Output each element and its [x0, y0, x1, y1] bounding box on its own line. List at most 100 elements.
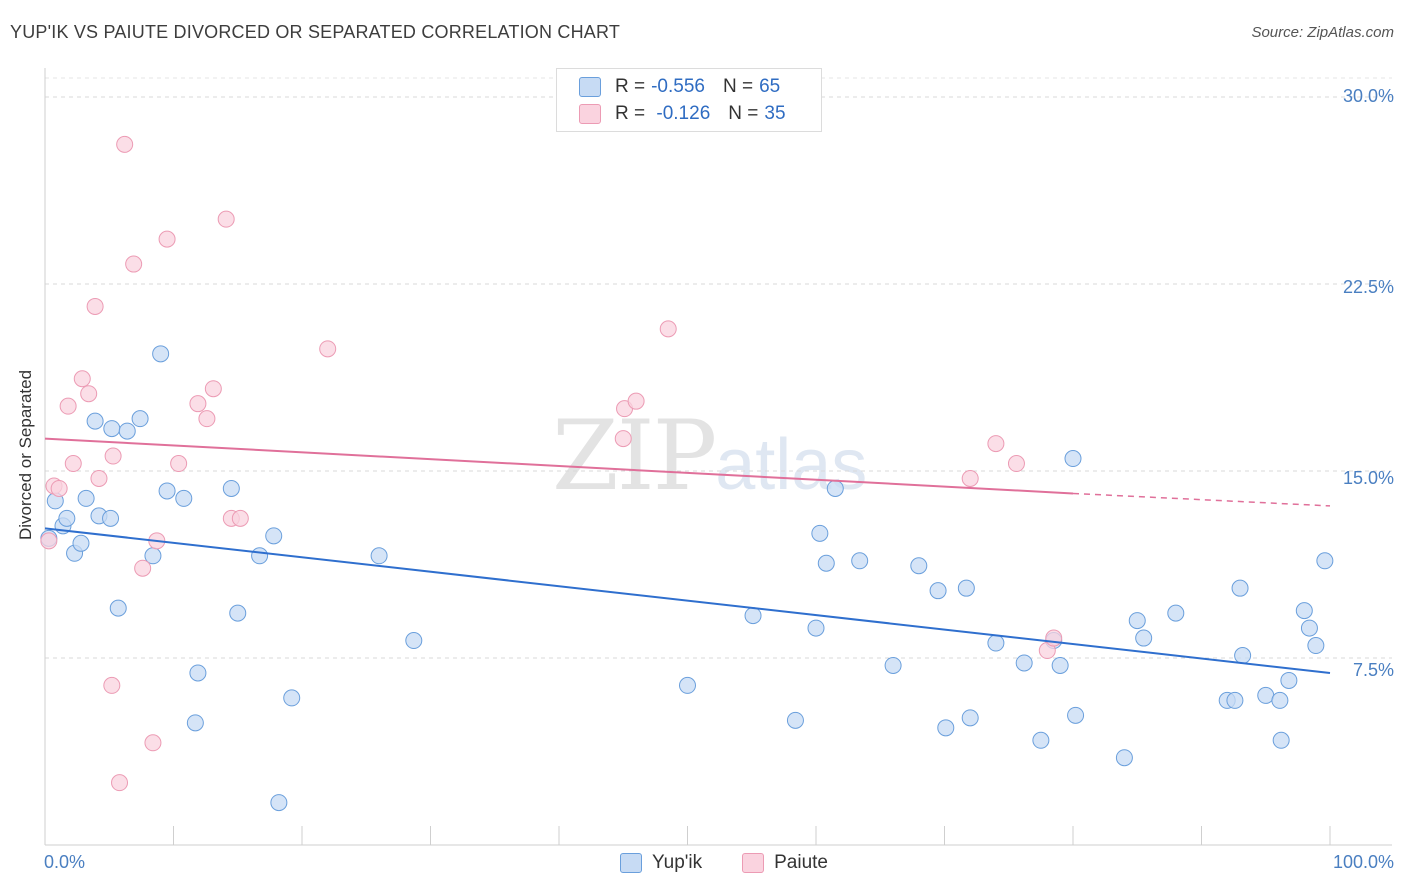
legend-r-label: R = [615, 103, 646, 124]
yupik-point [744, 607, 762, 625]
paiute-point [86, 297, 104, 315]
series-swatch-paiute [742, 853, 765, 873]
yupik-point [910, 557, 928, 575]
paiute-point [59, 397, 77, 415]
yupik-point [851, 552, 869, 570]
yupik-point [679, 676, 696, 694]
yupik-point [118, 422, 136, 440]
yupik-point [158, 482, 176, 500]
yupik-point [826, 479, 844, 497]
yupik-point [1300, 619, 1318, 637]
yupik-point [102, 509, 120, 527]
legend-swatch-yupik [579, 77, 601, 97]
chart-title: YUP'IK VS PAIUTE DIVORCED OR SEPARATED C… [10, 22, 621, 42]
legend-n-label: N = [722, 76, 754, 97]
paiute-point [125, 255, 143, 273]
yupik-point [222, 479, 240, 497]
yupik-point [786, 711, 804, 729]
yupik-point [229, 604, 247, 622]
yupik-point [1226, 691, 1244, 709]
yupik-point [189, 664, 207, 682]
yupik-point [957, 579, 975, 597]
paiute-point [90, 469, 108, 487]
source-label: Source: ZipAtlas.com [1251, 24, 1394, 41]
legend-r-value: -0.126 [651, 103, 711, 124]
legend-n-value: 35 [764, 103, 786, 124]
yupik-point [884, 656, 902, 674]
series-label-yupik: Yup'ik [652, 852, 703, 873]
paiute-point [217, 210, 235, 228]
yupik-point [1316, 552, 1334, 570]
yupik-point [811, 524, 829, 542]
paiute-trend-extension [1072, 492, 1331, 507]
yupik-point [86, 412, 104, 430]
paiute-point [134, 559, 152, 577]
paiute-point [104, 447, 122, 465]
yupik-point [152, 345, 170, 363]
x-tick-label-max: 100.0% [1332, 852, 1394, 872]
yupik-point [72, 534, 90, 552]
paiute-point [1045, 629, 1063, 647]
paiute-point [50, 479, 68, 497]
x-tick-label-min: 0.0% [44, 852, 86, 872]
paiute-point [158, 230, 176, 248]
y-tick-label: 7.5% [1352, 660, 1394, 680]
legend-r-value: -0.556 [651, 76, 705, 97]
paiute-point [1007, 455, 1025, 473]
series-swatch-yupik [620, 853, 642, 873]
paiute-trend-line [44, 437, 1074, 495]
yupik-point [817, 554, 835, 572]
paiute-point [204, 380, 222, 398]
legend-swatch-paiute [579, 104, 601, 124]
yupik-point [1271, 691, 1289, 709]
yupik-point [58, 509, 76, 527]
yupik-point [77, 489, 95, 507]
yupik-point [270, 794, 288, 812]
watermark: ZIPatlas [552, 400, 867, 512]
yupik-point [1167, 604, 1185, 622]
yupik-trend-line [44, 527, 1331, 674]
paiute-point [198, 410, 216, 428]
series-legend-yupik: Yup'ik [620, 852, 702, 874]
legend-row-yupik: R = -0.556 N = 65 [579, 75, 780, 99]
yupik-point [1067, 706, 1085, 724]
legend-row-paiute: R = -0.126 N = 35 [579, 102, 786, 126]
yupik-point [1231, 579, 1249, 597]
legend-r-label: R = [615, 76, 646, 97]
yupik-point [1115, 749, 1133, 767]
paiute-point [103, 676, 121, 694]
yupik-point [1307, 637, 1325, 655]
paiute-point [614, 430, 632, 448]
legend-n-label: N = [728, 103, 759, 124]
yupik-point [109, 599, 127, 617]
yupik-point [1234, 647, 1252, 665]
series-legend: Yup'ik Paiute [620, 852, 868, 874]
paiute-point [64, 455, 82, 473]
paiute-point [319, 340, 337, 358]
yupik-point [405, 632, 423, 650]
yupik-point [929, 582, 947, 600]
series-legend-paiute: Paiute [742, 852, 828, 874]
paiute-point [111, 774, 129, 792]
paiute-point [627, 392, 645, 410]
watermark-zip: ZIP [552, 400, 717, 512]
yupik-point [1128, 612, 1146, 630]
paiute-point [231, 509, 249, 527]
yupik-point [1135, 629, 1153, 647]
yupik-point [1015, 654, 1033, 672]
yupik-point [186, 714, 204, 732]
paiute-point [659, 320, 677, 338]
paiute-point [170, 455, 188, 473]
yupik-point [103, 420, 121, 438]
paiute-point [189, 395, 207, 413]
yupik-point [1295, 602, 1313, 620]
series-label-paiute: Paiute [774, 852, 828, 873]
paiute-point [116, 135, 134, 153]
yupik-point [1257, 686, 1275, 704]
yupik-point [987, 634, 1005, 652]
yupik-point [283, 689, 301, 707]
yupik-point [807, 619, 825, 637]
correlation-legend: R = -0.556 N = 65 R = -0.126 N = 35 [556, 68, 822, 132]
y-axis-label: Divorced or Separated [16, 369, 35, 541]
